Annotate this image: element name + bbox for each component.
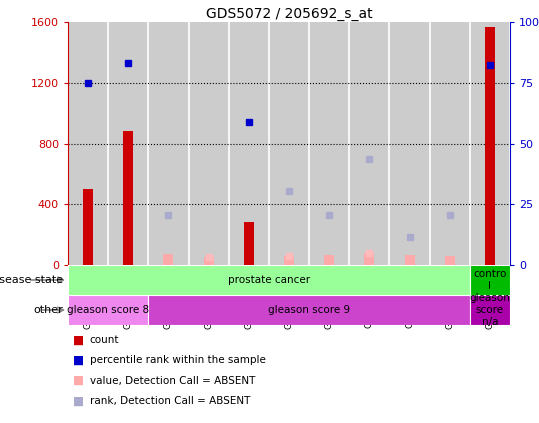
Bar [83,189,93,265]
Text: value, Detection Call = ABSENT: value, Detection Call = ABSENT [89,376,255,386]
Bar [349,22,390,265]
Text: percentile rank within the sample: percentile rank within the sample [89,355,265,365]
Bar [405,255,414,265]
Bar [309,22,349,265]
Text: gleason
score
n/a: gleason score n/a [469,294,510,327]
Bar [269,22,309,265]
Text: ■: ■ [73,354,85,367]
Text: gleason score 8: gleason score 8 [67,305,149,315]
Bar [390,22,430,265]
Text: contro
l: contro l [473,269,507,291]
Bar [68,22,510,265]
Text: rank, Detection Call = ABSENT: rank, Detection Call = ABSENT [89,396,250,406]
Text: gleason score 9: gleason score 9 [268,305,350,315]
Bar [68,295,148,325]
Title: GDS5072 / 205692_s_at: GDS5072 / 205692_s_at [206,7,372,21]
Bar [284,256,294,265]
Text: count: count [89,335,119,345]
Text: prostate cancer: prostate cancer [228,275,310,285]
Bar [108,22,148,265]
Bar [485,27,495,265]
Text: other: other [33,305,63,315]
Bar [148,295,470,325]
Bar [470,295,510,325]
Bar [470,265,510,295]
Text: ■: ■ [73,374,85,387]
Text: ■: ■ [73,394,85,407]
Bar [244,222,254,265]
Bar [163,254,174,265]
Bar [364,253,375,265]
Bar [229,22,269,265]
Bar [430,22,470,265]
Bar [148,22,189,265]
Bar [123,132,133,265]
Text: disease state: disease state [0,275,63,285]
Bar [470,22,510,265]
Bar [204,257,213,265]
Bar [68,22,108,265]
Text: ■: ■ [73,333,85,346]
Bar [445,256,455,265]
Bar [189,22,229,265]
Bar [324,255,334,265]
